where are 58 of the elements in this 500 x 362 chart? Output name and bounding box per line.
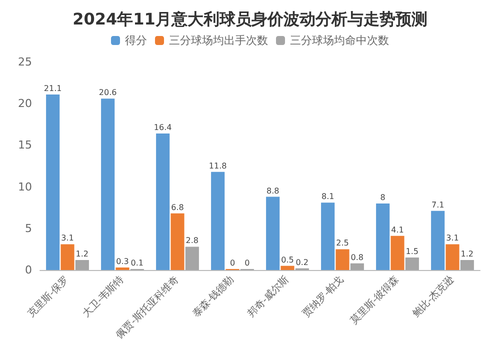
data-label: 8 xyxy=(380,192,386,202)
x-tick-label: 贾纳罗-帕戈 xyxy=(300,273,346,320)
bar xyxy=(185,246,199,270)
x-tick-label: 大卫-韦斯特 xyxy=(80,273,126,320)
chart-title: 2024年11月意大利球员身价波动分析与走势预测 xyxy=(72,10,428,28)
y-tick-label: 15 xyxy=(18,138,32,152)
legend-label: 三分球场均出手次数 xyxy=(169,34,268,47)
data-label: 1.2 xyxy=(460,250,474,259)
x-tick-label: 泰森-钱德勒 xyxy=(190,273,236,320)
data-label: 0.3 xyxy=(116,257,129,266)
bar xyxy=(350,263,364,270)
x-tick-label: 莫里斯-彼得森 xyxy=(348,273,402,327)
data-label: 0.2 xyxy=(296,258,309,267)
bar xyxy=(376,203,390,270)
bar xyxy=(211,172,225,270)
y-tick-label: 10 xyxy=(18,180,32,194)
data-label: 3.1 xyxy=(61,234,74,243)
bar xyxy=(156,134,170,270)
data-label: 8.1 xyxy=(321,192,334,202)
data-label: 2.8 xyxy=(186,236,199,246)
data-label: 21.1 xyxy=(44,84,62,93)
y-tick-label: 20 xyxy=(18,97,32,110)
bar xyxy=(405,258,419,270)
data-label: 1.2 xyxy=(76,250,89,259)
bar xyxy=(46,94,60,270)
bar xyxy=(101,98,115,270)
y-tick-label: 5 xyxy=(25,222,32,235)
data-label: 2.5 xyxy=(336,238,349,248)
data-label: 0 xyxy=(244,258,250,268)
bar xyxy=(60,244,74,270)
data-label: 0.8 xyxy=(350,252,364,262)
data-label: 20.6 xyxy=(98,88,117,98)
x-tick-label: 鲍比-杰克逊 xyxy=(410,273,456,320)
bar xyxy=(460,260,474,270)
legend-label: 得分 xyxy=(125,34,147,47)
x-tick-label: 邦奇-威尔斯 xyxy=(244,273,292,320)
data-label: 3.1 xyxy=(446,234,459,243)
bar xyxy=(390,236,404,270)
data-label: 1.5 xyxy=(406,247,419,256)
data-label: 0 xyxy=(230,258,236,268)
bar xyxy=(336,249,350,270)
bar xyxy=(75,260,89,270)
bar xyxy=(280,266,294,270)
bar xyxy=(431,210,445,270)
data-label: 8.8 xyxy=(266,186,280,196)
y-tick-label: 25 xyxy=(18,56,32,68)
data-label: 16.4 xyxy=(154,123,172,132)
bar xyxy=(170,213,184,270)
legend-label: 三分球场均命中次数 xyxy=(290,34,389,47)
data-label: 6.8 xyxy=(171,202,184,212)
data-label: 4.1 xyxy=(391,225,404,234)
bar xyxy=(266,196,280,270)
data-label: 7.1 xyxy=(431,200,444,210)
data-label: 0.5 xyxy=(281,255,294,264)
data-label: 0.1 xyxy=(130,258,144,268)
data-label: 11.8 xyxy=(208,161,227,170)
bar xyxy=(321,202,335,270)
bar xyxy=(446,244,460,270)
